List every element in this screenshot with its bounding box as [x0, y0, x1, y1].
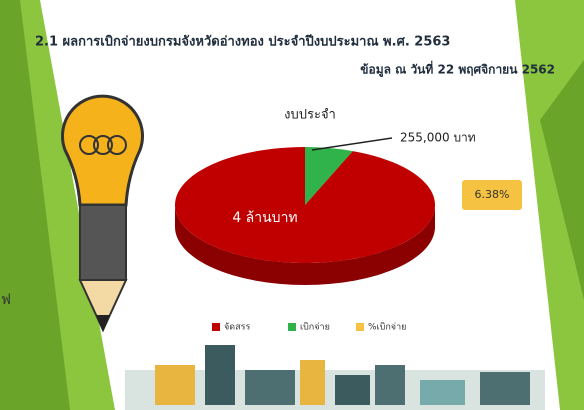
rate-label: 6.38% — [475, 188, 510, 201]
legend-label: %เบิกจ่าย — [368, 322, 406, 333]
legend-swatch — [288, 323, 296, 331]
skyline — [125, 345, 545, 410]
rate-box — [462, 180, 522, 210]
pie-slice — [175, 147, 436, 263]
legend-swatch — [212, 323, 220, 331]
left-decor-dark — [0, 0, 70, 410]
pie-slice — [305, 147, 353, 205]
pie-side — [175, 205, 435, 285]
right-decor-dark — [540, 60, 584, 300]
bulb-illustration — [61, 94, 144, 333]
chart-subtitle: ข้อมูล ณ วันที่ 22 พฤศจิกายน 2562 — [360, 61, 555, 78]
legend-swatch — [356, 323, 364, 331]
pie-annotation: งบประจำ — [284, 108, 336, 123]
side-text: ฟ — [1, 292, 11, 308]
chart-title: 2.1 ผลการเบิกจ่ายงบกรมจังหวัดอ่างทอง ประ… — [35, 34, 450, 50]
leader-line — [311, 137, 393, 151]
legend-label: จัดสรร — [224, 323, 250, 333]
legend-label: เบิกจ่าย — [300, 322, 330, 333]
value-label: 4 ล้านบาท — [232, 210, 297, 226]
value-label: 255,000 บาท — [400, 131, 476, 145]
